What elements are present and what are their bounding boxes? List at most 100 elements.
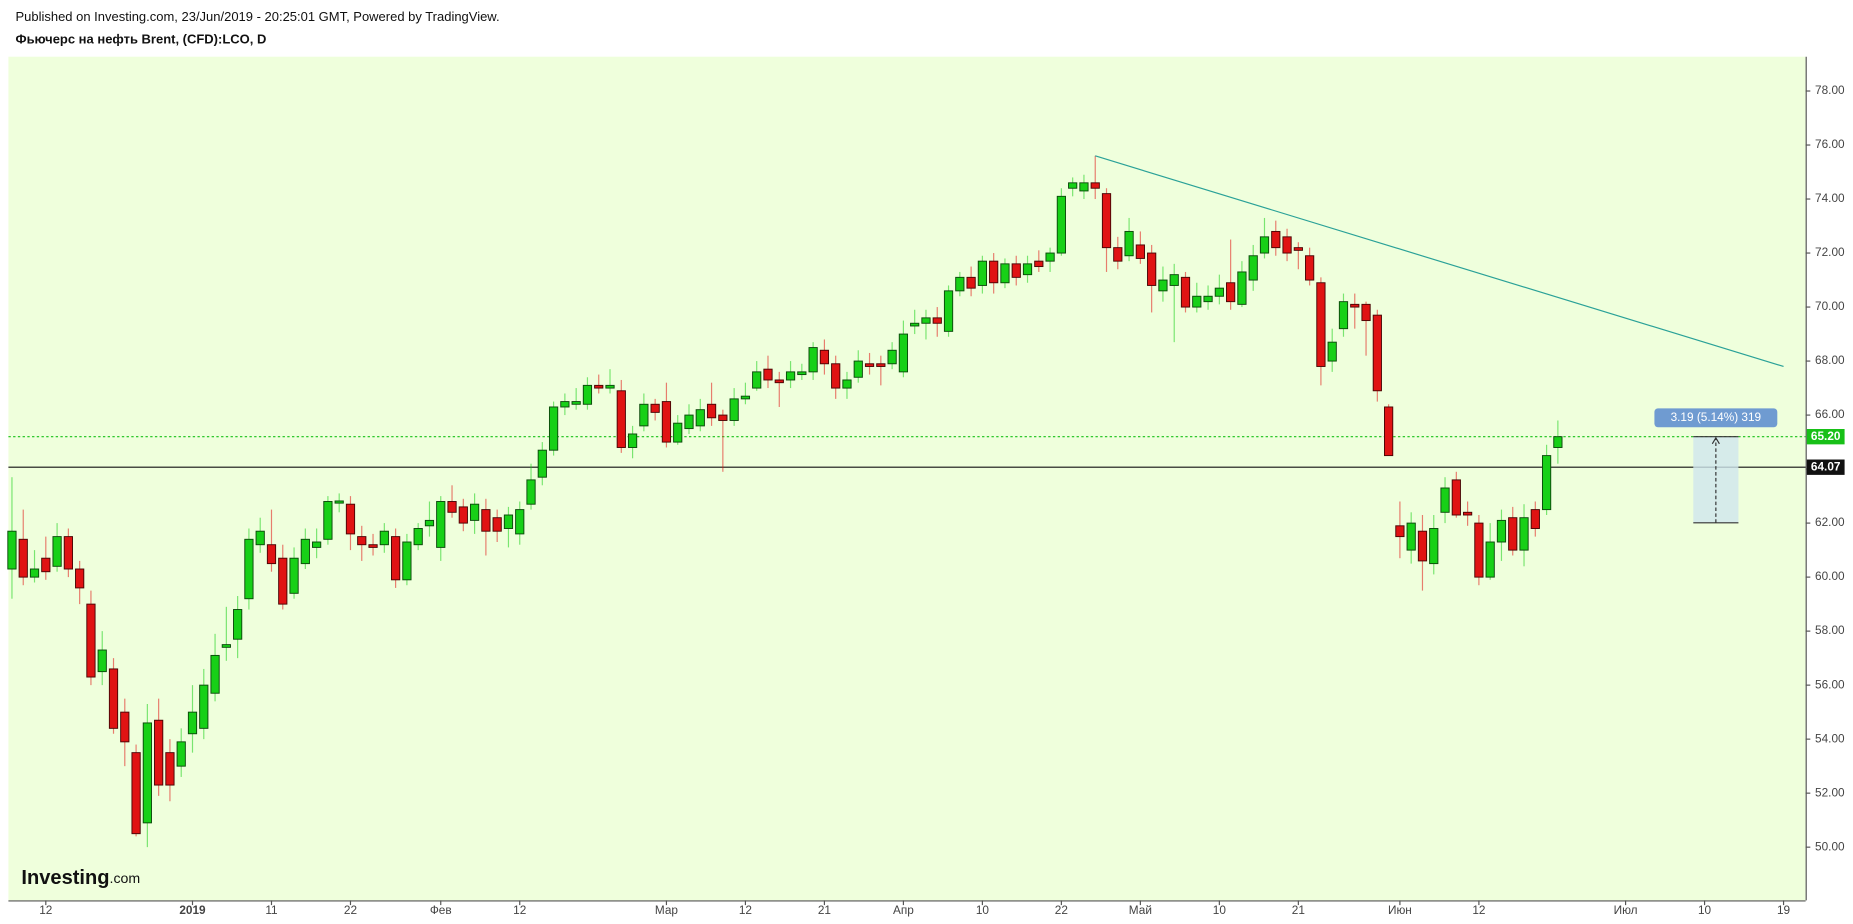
candle-body [1022,263,1033,276]
candle-body [1282,236,1292,254]
candle-body [52,536,62,567]
candle-body [1158,279,1168,292]
candle-body [1226,282,1236,303]
x-tick-label: 10 [1213,903,1227,917]
candle-body [120,711,130,743]
y-tick-label: 76.00 [1815,137,1845,151]
candle-body [1406,522,1416,551]
candle-body [1519,517,1529,551]
candle-body [1530,509,1540,529]
candle-body [989,260,999,284]
logo-suffix: .com [110,871,141,887]
candle-body [1429,528,1439,565]
candle-body [831,363,841,389]
candle-body [63,536,73,570]
candle-body [1248,255,1258,281]
candle-body [41,557,51,573]
x-tick-label: 12 [739,903,752,917]
candle-body [199,684,209,729]
x-tick-label: Июл [1614,903,1638,917]
candle-body [594,384,604,389]
candle-body [402,541,412,581]
price-tag-label: 64.07 [1811,459,1841,473]
measure-label-box [1654,408,1778,428]
candle-body [1169,274,1179,286]
candle-body [797,371,807,376]
candle-body [266,544,277,565]
candle-body [391,536,401,581]
candle-body [571,401,581,405]
candle-body [1259,236,1270,254]
candle-body [1417,530,1428,562]
candle-body [86,603,96,678]
candle-body [627,433,638,448]
candle-body [695,409,705,427]
candle-body [1214,287,1224,297]
price-tag [1806,429,1845,445]
candle-body [18,538,28,578]
candle-body [1135,244,1145,259]
plot-background [8,56,1806,901]
y-tick-label: 60.00 [1815,569,1845,583]
measure-arrowhead [1711,436,1720,445]
candle-body [932,317,942,324]
candle-body [503,514,514,529]
candle-body [955,276,965,292]
candle-body [1180,276,1191,308]
candle-body [1350,303,1360,308]
candle-body [278,557,288,605]
x-tick-label: 2019 [179,903,206,917]
candle-body [312,541,322,548]
candle-body [334,500,344,504]
y-tick-label: 68.00 [1815,353,1845,367]
candle-body [582,384,593,405]
candle-body [1305,255,1315,281]
candle-body [165,752,175,786]
candle-body [819,349,830,365]
candle-body [1147,252,1157,286]
candle-body [1237,271,1247,305]
y-tick-label: 72.00 [1815,245,1845,259]
x-tick-label: Июн [1388,903,1412,917]
candle-body [97,649,107,673]
logo: Investing.com [21,867,140,889]
candle-body [1541,455,1552,511]
y-tick-label: 56.00 [1815,677,1845,691]
candle-body [537,449,547,478]
candle-body [1056,195,1066,254]
candle-body [221,644,231,648]
x-tick-label: Май [1129,903,1152,917]
candle-body [300,538,310,565]
y-tick-label: 54.00 [1815,731,1845,745]
candle-body [1000,263,1010,284]
candle-body [255,530,265,546]
candle-body [108,668,119,729]
chart-title: Фьючерс на нефть Brent, (CFD):LCO, D [15,32,266,47]
x-tick-label: Мар [655,903,679,917]
candle-body [1496,519,1507,543]
candle-body [1361,303,1371,322]
candle-body [7,530,17,570]
candle-body [1101,193,1112,249]
x-tick-label: 22 [344,903,357,917]
candle-body [1395,525,1405,538]
candle-body [864,363,875,367]
candle-body [1192,295,1202,308]
measure-label: 3.19 (5.14%) 319 [1671,410,1762,424]
y-tick-label: 58.00 [1815,623,1845,637]
candle-body [244,538,254,600]
x-tick-label: 22 [1055,903,1068,917]
x-tick-label: 10 [1698,903,1712,917]
candle-body [1327,341,1337,362]
candle-body [887,349,897,365]
candle-body [1440,487,1450,513]
candle-body [661,401,672,443]
candle-body [684,414,694,430]
candle-body [424,519,435,527]
candle-body [210,654,220,694]
candle-body [808,347,818,373]
candle-body [729,398,739,421]
y-tick-label: 50.00 [1815,839,1845,853]
candle-body [131,752,141,835]
